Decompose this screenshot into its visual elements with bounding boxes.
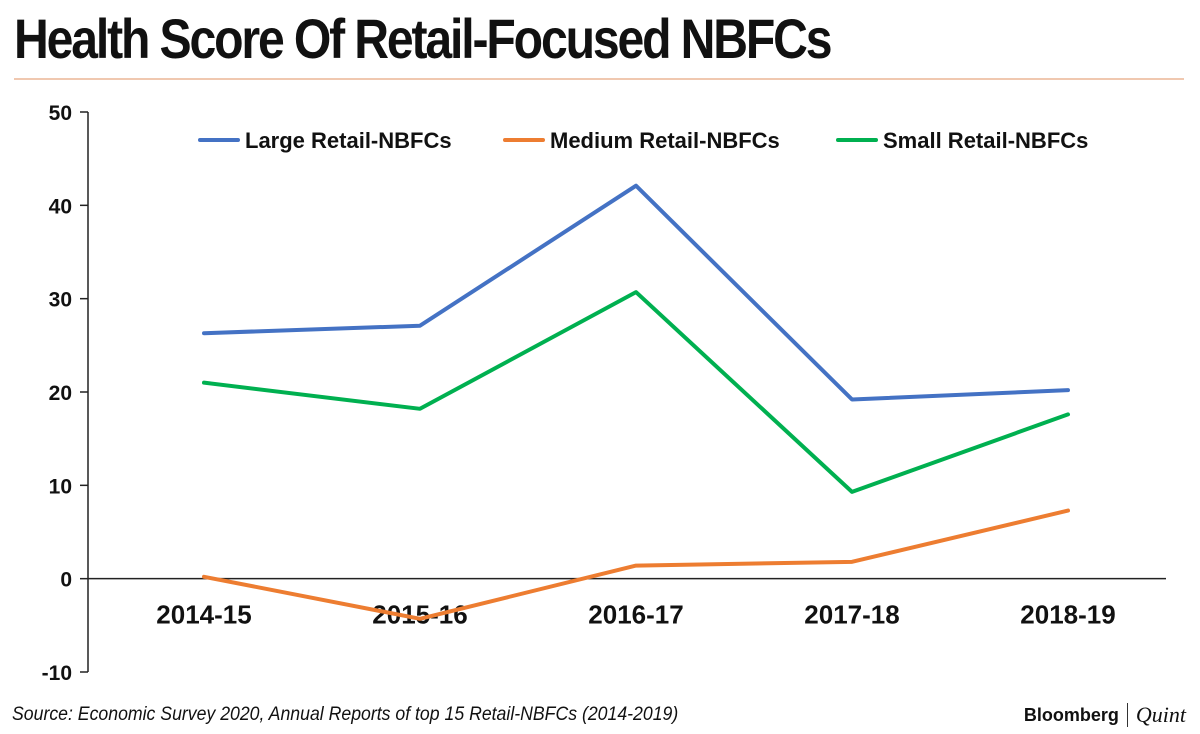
y-tick-label: 40 xyxy=(49,195,72,218)
legend: Large Retail-NBFCs Medium Retail-NBFCs Sma… xyxy=(198,128,1088,153)
x-tick-label: 2016-17 xyxy=(588,600,683,630)
legend-label: Medium Retail-NBFCs xyxy=(550,128,780,153)
x-tick-label: 2017-18 xyxy=(804,600,899,630)
title-divider xyxy=(14,78,1184,80)
x-tick-label: 2015-16 xyxy=(372,600,467,630)
brand-primary: Bloomberg xyxy=(1023,704,1119,725)
brand-secondary: Quint xyxy=(1135,702,1186,727)
y-tick-label: 0 xyxy=(60,569,72,592)
source-note: Source: Economic Survey 2020, Annual Rep… xyxy=(12,704,679,725)
series-line-3 xyxy=(202,290,1070,494)
chart-title: Health Score Of Retail-Focused NBFCs xyxy=(14,7,833,70)
series-layer xyxy=(202,183,1070,621)
brand-logo: Bloomberg Quint xyxy=(1024,702,1186,728)
brand-separator xyxy=(1126,703,1128,727)
y-tick-label: 10 xyxy=(49,475,72,498)
y-axis: -10 0 10 20 30 40 50 xyxy=(42,102,89,685)
y-tick-label: -10 xyxy=(42,662,72,685)
x-tick-label: 2018-19 xyxy=(1020,600,1115,630)
y-tick-label: 50 xyxy=(49,102,72,125)
legend-label: Small Retail-NBFCs xyxy=(883,128,1088,153)
x-axis: 2014-15 2015-16 2016-17 2017-18 2018-19 xyxy=(88,577,1166,630)
y-tick-label: 30 xyxy=(49,289,72,312)
x-tick-label: 2014-15 xyxy=(156,600,251,630)
y-tick-label: 20 xyxy=(49,382,72,405)
line-chart: -10 0 10 20 30 40 50 2014-15 2015-16 2016-17 2017… xyxy=(42,102,1166,685)
legend-label: Large Retail-NBFCs xyxy=(245,128,452,153)
